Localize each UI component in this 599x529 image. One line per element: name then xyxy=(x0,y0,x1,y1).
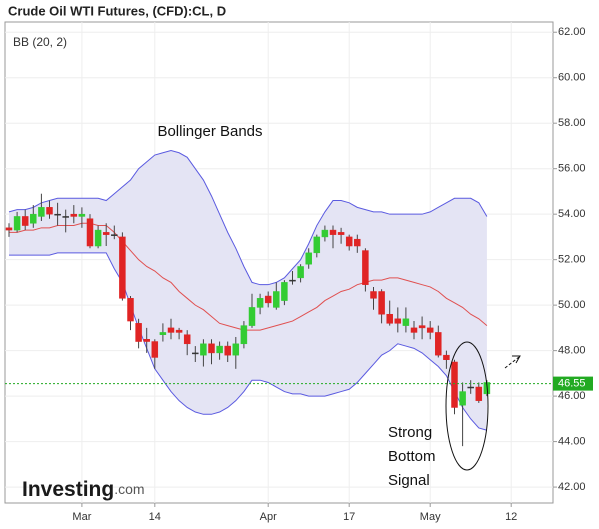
candle-body xyxy=(143,339,150,342)
annotation: Strong xyxy=(388,424,432,441)
candle-body xyxy=(240,325,248,345)
candle-body xyxy=(354,238,361,247)
candle-body xyxy=(46,207,53,215)
x-tick-label: May xyxy=(420,511,441,523)
candle-body xyxy=(127,298,134,322)
annotation: Signal xyxy=(388,472,430,489)
candle-body xyxy=(410,327,418,333)
candle-body xyxy=(86,218,94,247)
candle-body xyxy=(62,216,69,218)
x-tick-label: Mar xyxy=(72,511,91,523)
candle-body xyxy=(102,232,110,235)
plot-layer: 42.00 44.00 46.00 48.00 50.00 52.00 54.00 56.00… xyxy=(5,22,593,523)
candle-body xyxy=(54,213,61,216)
candle-body xyxy=(159,332,167,335)
candle-body xyxy=(70,213,78,217)
price-label: 46.55 xyxy=(558,378,586,390)
y-tick-label: 54.00 xyxy=(558,208,586,220)
candle-body xyxy=(30,213,37,224)
candle-body xyxy=(5,227,13,231)
candle-body xyxy=(208,343,215,354)
y-tick-label: 62.00 xyxy=(558,26,586,38)
candle-body xyxy=(337,232,345,235)
logo-suffix: .com xyxy=(114,481,144,497)
candle-body xyxy=(135,323,142,342)
candle-body xyxy=(13,216,21,231)
candle-body xyxy=(216,345,223,354)
logo-name: Investing xyxy=(22,478,114,501)
candle-body xyxy=(362,250,369,285)
candle-body xyxy=(370,291,377,299)
candle-body xyxy=(248,307,256,326)
candle-body xyxy=(21,216,29,226)
y-tick-label: 42.00 xyxy=(558,481,586,493)
candle-body xyxy=(200,343,207,356)
candle-body xyxy=(273,291,280,308)
price-label-box xyxy=(553,376,593,391)
candle-body xyxy=(78,213,86,217)
candle-body xyxy=(418,325,426,329)
highlight-ellipse xyxy=(445,341,489,471)
upper-band xyxy=(8,149,488,286)
candle-body xyxy=(192,352,199,355)
annotation: Bottom xyxy=(388,448,436,465)
candle-body xyxy=(305,252,312,265)
band-fill xyxy=(9,150,487,431)
candle-body xyxy=(38,207,45,217)
candle-body xyxy=(443,354,450,360)
candle-body xyxy=(345,236,353,247)
candle-body xyxy=(386,313,393,324)
candle-body xyxy=(475,386,483,401)
candle-body xyxy=(297,266,304,279)
candle-body xyxy=(378,291,385,315)
candle-body xyxy=(111,234,118,236)
y-tick-label: 48.00 xyxy=(558,345,586,357)
x-tick-label: 14 xyxy=(149,511,161,523)
annotation: Bollinger Bands xyxy=(157,123,262,140)
chart-title: Crude Oil WTI Futures, (CFD):CL, D xyxy=(8,3,226,18)
y-tick-label: 60.00 xyxy=(558,72,586,84)
x-tick-label: 17 xyxy=(343,511,355,523)
candle-body xyxy=(167,327,175,333)
indicator-label: BB (20, 2) xyxy=(13,35,67,49)
logo: Investing.com xyxy=(22,478,145,501)
y-tick-label: 50.00 xyxy=(558,299,586,311)
y-tick-label: 52.00 xyxy=(558,254,586,266)
candle-body xyxy=(281,282,288,301)
candle-body xyxy=(329,229,337,235)
candle-body xyxy=(175,329,183,333)
candle-body xyxy=(94,229,102,247)
candle-body xyxy=(426,327,434,333)
candle-body xyxy=(264,295,272,304)
x-tick-label: 12 xyxy=(505,511,517,523)
candle-body xyxy=(289,279,296,282)
y-tick-label: 46.00 xyxy=(558,390,586,402)
candle-body xyxy=(119,236,126,299)
arrow-shaft xyxy=(504,356,520,369)
candle-body xyxy=(224,345,231,356)
y-tick-label: 44.00 xyxy=(558,436,586,448)
candle-body xyxy=(256,298,264,308)
y-tick-label: 58.00 xyxy=(558,117,586,129)
candle-body xyxy=(435,332,442,356)
candle-body xyxy=(459,391,466,406)
x-tick-label: Apr xyxy=(260,511,277,523)
candle-body xyxy=(183,334,191,345)
candle-body xyxy=(467,386,474,389)
candle-body xyxy=(313,236,321,254)
lower-band xyxy=(9,252,488,431)
candle-body xyxy=(321,229,329,238)
candle-body xyxy=(232,343,240,356)
y-tick-label: 56.00 xyxy=(558,163,586,175)
candle-body xyxy=(402,318,410,326)
candle-body xyxy=(151,341,159,358)
candle-body xyxy=(451,361,458,408)
arrow-head xyxy=(512,355,521,364)
candle-body xyxy=(394,318,402,324)
